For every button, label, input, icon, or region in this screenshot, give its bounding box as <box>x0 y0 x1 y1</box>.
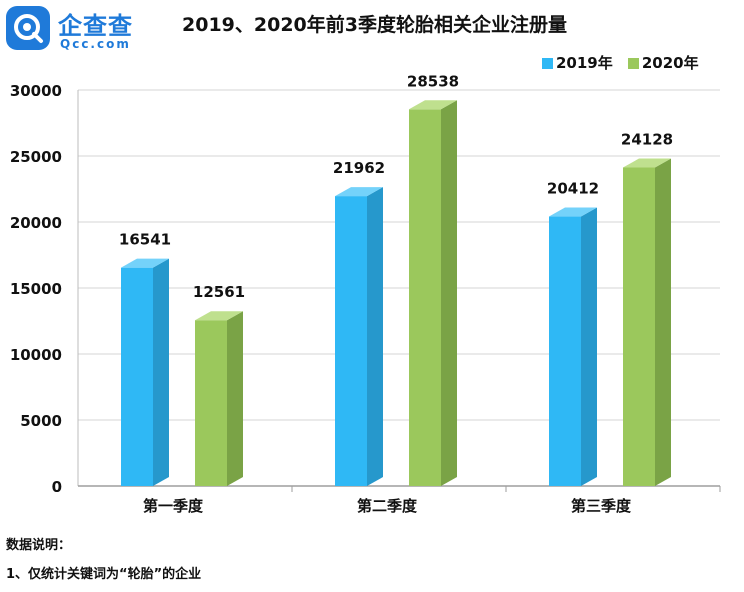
legend-swatch-2019 <box>542 58 553 69</box>
bar-top-2020 <box>409 100 457 110</box>
bar-side-2020 <box>655 158 671 486</box>
bar-side-2019 <box>367 187 383 486</box>
data-label: 16541 <box>119 231 171 249</box>
legend: 2019年 2020年 <box>542 52 709 72</box>
notes-heading: 数据说明： <box>6 538 72 553</box>
bar-2019 <box>121 267 153 486</box>
y-tick-label: 20000 <box>10 214 62 232</box>
bar-top-2019 <box>121 258 169 268</box>
bar-side-2020 <box>227 311 243 486</box>
chart-title: 2019、2020年前3季度轮胎相关企业注册量 <box>182 14 567 36</box>
bar-side-2020 <box>441 100 457 486</box>
legend-label-2020: 2020年 <box>641 54 699 72</box>
y-tick-label: 0 <box>52 478 62 496</box>
bar-2020 <box>409 109 441 486</box>
brand-name-cn: 企查查 <box>58 12 133 40</box>
bar-side-2019 <box>153 258 169 486</box>
legend-item-2020: 2020年 <box>627 52 699 73</box>
x-tick-label: 第二季度 <box>357 497 418 515</box>
y-tick-label: 15000 <box>10 280 62 298</box>
data-label: 12561 <box>193 283 245 301</box>
legend-item-2019: 2019年 <box>542 52 613 73</box>
qcc-logo: 企查查 Qcc.com <box>6 6 156 52</box>
qcc-logo-icon <box>6 6 50 50</box>
bar-top-2019 <box>549 207 597 217</box>
brand-name-en: Qcc.com <box>60 37 131 51</box>
notes-item: 1、仅统计关键词为“轮胎”的企业 <box>6 567 202 582</box>
data-label: 24128 <box>621 131 673 149</box>
bar-2019 <box>549 216 581 487</box>
x-tick-label: 第一季度 <box>143 497 204 515</box>
data-label: 20412 <box>547 180 599 198</box>
bar-2020 <box>195 320 227 486</box>
legend-swatch-2020 <box>627 58 639 69</box>
legend-label-2019: 2019年 <box>556 54 613 72</box>
y-tick-label: 25000 <box>10 148 62 166</box>
data-label: 21962 <box>333 159 385 177</box>
bar-top-2019 <box>335 187 383 197</box>
bar-top-2020 <box>623 158 671 168</box>
bar-top-2020 <box>195 311 243 321</box>
data-label: 28538 <box>407 72 459 90</box>
bar-2020 <box>623 167 655 486</box>
y-tick-label: 10000 <box>10 346 62 364</box>
bar-2019 <box>335 196 367 486</box>
data-notes: 数据说明： 1、仅统计关键词为“轮胎”的企业 <box>6 534 201 592</box>
bar-side-2019 <box>581 207 597 487</box>
x-tick-label: 第三季度 <box>571 497 632 515</box>
y-tick-label: 5000 <box>20 412 62 430</box>
y-tick-label: 30000 <box>10 82 62 100</box>
